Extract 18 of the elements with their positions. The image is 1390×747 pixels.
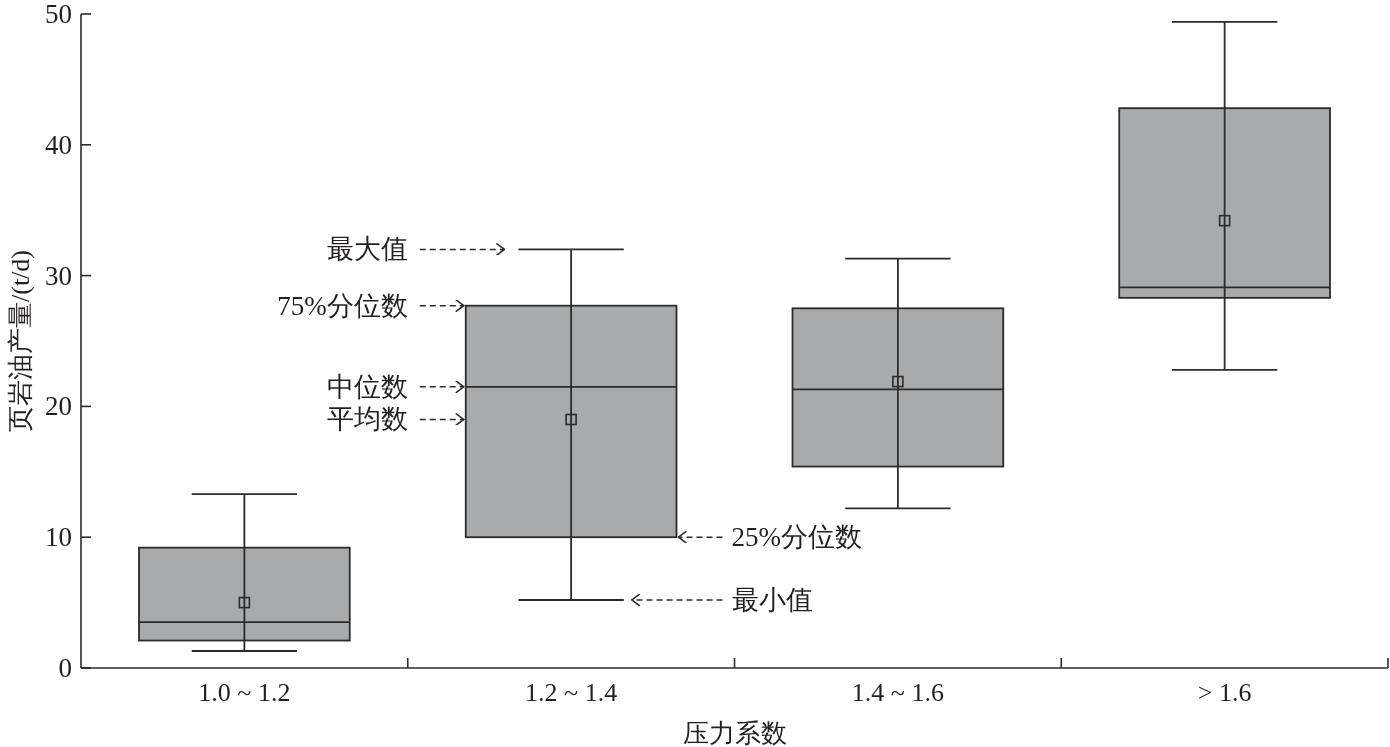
annotation-text: 最小值 bbox=[731, 585, 813, 615]
ytick-label: 20 bbox=[45, 391, 72, 422]
xtick-label: 1.4 ~ 1.6 bbox=[851, 677, 944, 707]
xtick-label: 1.0 ~ 1.2 bbox=[198, 677, 291, 707]
xtick-label: 1.2 ~ 1.4 bbox=[525, 677, 618, 707]
ytick-label: 40 bbox=[45, 129, 72, 160]
annotation-text: 25%分位数 bbox=[731, 522, 862, 553]
y-axis-title: 页岩油产量/(t/d) bbox=[5, 250, 35, 432]
x-axis-title: 压力系数 bbox=[682, 718, 787, 747]
annotation-text: 平均数 bbox=[326, 404, 408, 435]
xtick-label: > 1.6 bbox=[1197, 677, 1252, 707]
ytick-label: 50 bbox=[45, 0, 72, 29]
annotation-text: 中位数 bbox=[326, 371, 408, 402]
annotation-text: 最大值 bbox=[326, 234, 408, 265]
annotation-text: 75%分位数 bbox=[277, 290, 408, 321]
ytick-label: 0 bbox=[58, 653, 72, 683]
ytick-label: 30 bbox=[45, 260, 72, 291]
ytick-label: 10 bbox=[45, 522, 72, 553]
